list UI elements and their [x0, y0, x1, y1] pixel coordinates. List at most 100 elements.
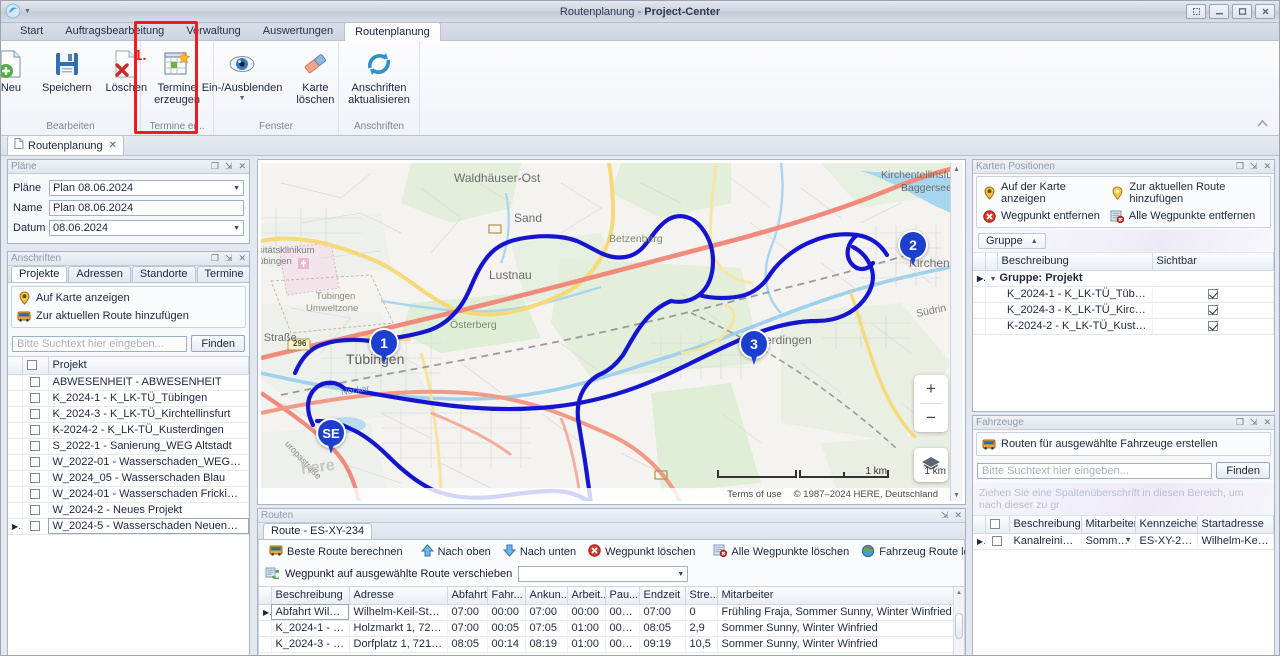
column-header-beschreibung[interactable]: Beschreibung [997, 253, 1153, 271]
column-header-pause[interactable]: Pau... [605, 587, 640, 605]
qat-dropdown-icon[interactable]: ▼ [24, 7, 31, 15]
table-row[interactable]: K_2024-3 - K_L... Dorfplatz 1, 72138 Kir… [259, 636, 964, 653]
table-row[interactable]: W_2022-01 - Wasserschaden_WEG Gartenstr-… [8, 454, 249, 471]
table-row[interactable]: K_2024-1 - K_L... Holzmarkt 1, 72070 T..… [259, 620, 964, 637]
chevron-down-icon[interactable]: ▼ [677, 570, 685, 578]
table-row[interactable]: K_2024-1 - K_LK-TÜ_Tübingen [973, 286, 1274, 303]
column-header-arbeitszeit[interactable]: Arbeit... [567, 587, 606, 605]
row-checkbox[interactable] [30, 457, 40, 468]
panel-close-icon[interactable]: ✕ [238, 161, 246, 171]
command-zur-route-hinzufuegen[interactable]: Zur aktuellen Route hinzufügen [12, 307, 245, 325]
panel-pin-icon[interactable]: ⇲ [1249, 161, 1258, 171]
row-checkbox[interactable] [30, 409, 40, 420]
tab-route-es-xy-234[interactable]: Route - ES-XY-234 [263, 523, 373, 539]
map-marker-3[interactable]: 3 [739, 329, 769, 365]
table-row[interactable]: K_2024-3 - K_LK-TÜ_Kirchtellinsfurt [8, 406, 249, 423]
row-checkbox[interactable] [30, 377, 40, 388]
map-layers-button[interactable] [914, 448, 948, 482]
find-button[interactable]: Finden [191, 335, 245, 352]
routen-grid[interactable]: Beschreibung Adresse Abfahrt... Fahr... … [259, 587, 964, 653]
search-input[interactable] [977, 462, 1213, 479]
cell-sichtbar[interactable] [1152, 318, 1274, 335]
karten-positionen-grid[interactable]: Beschreibung Sichtbar ▶ ▼ Gruppe: Projekt [973, 253, 1274, 335]
ribbon-tab-auftragsbearbeitung[interactable]: Auftragsbearbeitung [65, 25, 165, 37]
scroll-thumb[interactable] [955, 613, 963, 639]
ribbon-button-speichern[interactable]: Speichern [35, 46, 99, 96]
datum-combo[interactable]: 08.06.2024 ▼ [49, 220, 244, 236]
quick-access-toolbar[interactable]: ▼ [5, 3, 31, 19]
command-routen-fuer-fahrzeuge-erstellen[interactable]: Routen für ausgewählte Fahrzeuge erstell… [977, 435, 1270, 453]
select-all-header[interactable] [22, 357, 49, 375]
routen-grid-scrollbar[interactable]: ▲ ▼ [953, 587, 964, 655]
fahrzeuge-group-hint[interactable]: Ziehen Sie eine Spaltenüberschrift in di… [973, 483, 1274, 516]
chevron-down-icon[interactable]: ▼ [233, 184, 240, 192]
command-auf-karte-anzeigen[interactable]: Auf Karte anzeigen [12, 289, 245, 307]
map-marker-1[interactable]: 1 [369, 328, 399, 364]
group-button[interactable]: Gruppe ▲ [978, 233, 1046, 249]
button-fahrzeug-route-loeschen[interactable]: Fahrzeug Route löschen [855, 543, 965, 561]
row-checkbox[interactable] [30, 505, 40, 516]
close-button[interactable] [1255, 4, 1275, 19]
column-header-adresse[interactable]: Adresse [349, 587, 448, 605]
ribbon-tab-routenplanung[interactable]: Routenplanung [344, 22, 441, 41]
row-checkbox[interactable] [30, 521, 40, 532]
map-marker-se[interactable]: SE [316, 418, 346, 454]
name-input[interactable]: Plan 08.06.2024 [49, 200, 244, 216]
routen-move-select[interactable]: ▼ [518, 566, 689, 582]
map-canvas[interactable]: Waldhäuser-Ost Sand sitätsklinikum übing… [261, 163, 962, 501]
search-input[interactable] [12, 335, 188, 352]
map-scrollbar[interactable]: ▲ ▼ [950, 163, 962, 501]
button-nach-oben[interactable]: Nach oben [415, 543, 497, 561]
cell-sichtbar[interactable] [1152, 286, 1274, 303]
column-header-strecke[interactable]: Stre... [685, 587, 718, 605]
table-row[interactable]: S_2022-1 - Sanierung_WEG Altstadt [8, 438, 249, 455]
scroll-down-icon[interactable]: ▼ [953, 491, 960, 499]
table-group-row[interactable]: ▶ ▼ Gruppe: Projekt [973, 270, 1274, 287]
map-zoom-control[interactable]: + − [914, 375, 948, 432]
panel-pin-icon[interactable]: ⇲ [224, 253, 233, 263]
map-terms-of-use-link[interactable]: Terms of use [727, 489, 782, 500]
column-header-beschreibung[interactable]: Beschreibung [1009, 516, 1082, 534]
ribbon-button-ein-ausblenden[interactable]: Ein-/Ausblenden ▼ [202, 46, 282, 103]
chevron-down-icon[interactable]: ▼ [1124, 536, 1132, 544]
scroll-up-icon[interactable]: ▲ [953, 165, 960, 173]
document-tab-routenplanung[interactable]: Routenplanung ✕ [7, 135, 125, 155]
column-header-abfahrt[interactable]: Abfahrt... [447, 587, 488, 605]
command-alle-wegpunkte-entfernen[interactable]: Alle Wegpunkte entfernen [1105, 207, 1260, 225]
zoom-in-button[interactable]: + [926, 379, 936, 398]
column-header-projekt[interactable]: Projekt [48, 357, 249, 375]
ribbon-collapse-icon[interactable] [1256, 119, 1269, 131]
panel-close-icon[interactable]: ✕ [1263, 417, 1271, 427]
button-alle-wegpunkte-loeschen[interactable]: Alle Wegpunkte löschen [707, 543, 855, 561]
chevron-down-icon[interactable]: ▼ [233, 224, 240, 232]
column-header-beschreibung[interactable]: Beschreibung [271, 587, 350, 605]
panel-close-icon[interactable]: ✕ [238, 253, 246, 263]
ribbon-button-karte-loeschen[interactable]: Karte löschen [281, 46, 349, 108]
table-row[interactable]: W_2024-01 - Wasserschaden Frickingen [8, 486, 249, 503]
panel-pin-icon[interactable]: ⇲ [940, 510, 949, 520]
panel-close-icon[interactable]: ✕ [954, 510, 962, 520]
column-header-ankunft[interactable]: Ankun... [525, 587, 568, 605]
tab-adressen[interactable]: Adressen [68, 266, 131, 282]
cell-mitarbeiter[interactable]: Somme... ▼ [1081, 533, 1136, 550]
row-checkbox[interactable] [30, 473, 40, 484]
panel-restore-icon[interactable]: ❐ [1235, 161, 1244, 171]
table-row[interactable]: K-2024-2 - K_LK-TÜ_Kusterd... [973, 318, 1274, 335]
panel-pin-icon[interactable]: ⇲ [224, 161, 233, 171]
table-row[interactable]: K-2024-2 - K_LK-TÜ_Kusterdingen [8, 422, 249, 439]
button-wegpunkt-loeschen[interactable]: Wegpunkt löschen [582, 543, 701, 561]
ribbon-tab-row[interactable]: Start Auftragsbearbeitung Verwaltung Aus… [1, 22, 1279, 41]
map-marker-2[interactable]: 2 [898, 230, 928, 266]
tab-standorte[interactable]: Standorte [131, 266, 196, 282]
panel-close-icon[interactable]: ✕ [1263, 161, 1271, 171]
row-checkbox[interactable] [30, 441, 40, 452]
routen-move-row[interactable]: Wegpunkt auf ausgewählte Route verschieb… [259, 564, 964, 586]
chevron-collapse-icon[interactable]: ▼ [989, 276, 997, 283]
close-icon[interactable]: ✕ [108, 139, 118, 151]
karten-group-band[interactable]: Gruppe ▲ [973, 230, 1274, 253]
minimize-button[interactable] [1209, 4, 1229, 19]
plaene-combo[interactable]: Plan 08.06.2024 ▼ [49, 180, 244, 196]
column-header-kennzeichen[interactable]: Kennzeichen [1135, 516, 1198, 534]
ribbon-button-termine-erzeugen[interactable]: Termine erzeugen [143, 46, 211, 108]
